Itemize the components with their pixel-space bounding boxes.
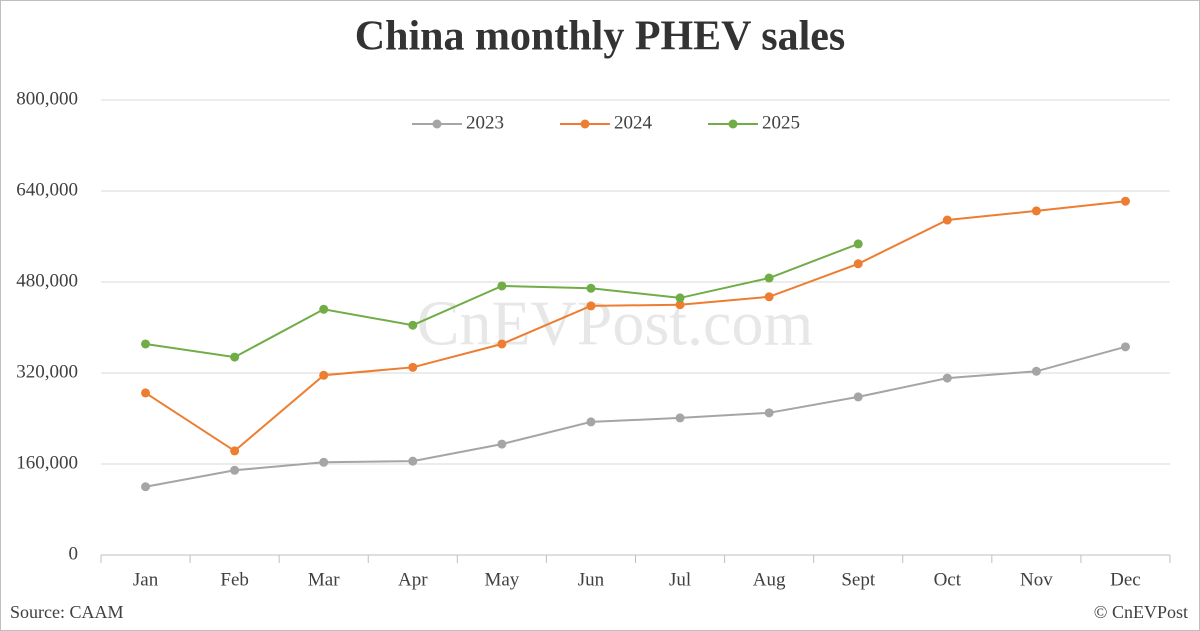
legend-label: 2023: [466, 112, 504, 133]
credit: © CnEVPost: [1094, 602, 1188, 622]
point: [586, 301, 596, 311]
point: [1031, 206, 1041, 216]
point: [853, 392, 863, 402]
y-tick-label: 800,000: [16, 88, 78, 109]
x-tick-label: May: [484, 569, 519, 590]
y-tick-label: 320,000: [16, 361, 78, 382]
chart-title: China monthly PHEV sales: [355, 14, 846, 60]
legend-marker: [432, 119, 442, 129]
y-tick-label: 160,000: [16, 452, 78, 473]
source: Source: CAAM: [10, 602, 124, 622]
point: [764, 292, 774, 302]
x-tick-label: Dec: [1110, 569, 1141, 590]
point: [1120, 196, 1130, 206]
y-tick-label: 640,000: [16, 179, 78, 200]
series-line: [144, 200, 1126, 453]
point: [675, 413, 685, 423]
point: [319, 457, 329, 467]
x-tick-label: Jul: [669, 569, 691, 590]
x-tick-label: Oct: [934, 569, 962, 590]
point: [319, 304, 329, 314]
point: [497, 439, 507, 449]
x-tick-label: Apr: [398, 569, 428, 590]
legend-label: 2025: [762, 112, 800, 133]
point: [675, 300, 685, 310]
point: [319, 370, 329, 380]
point: [141, 388, 151, 398]
point: [1120, 342, 1130, 352]
x-tick-label: Nov: [1020, 569, 1053, 590]
point: [942, 215, 952, 225]
point: [230, 352, 240, 362]
point: [408, 362, 418, 372]
legend-label: 2024: [614, 112, 653, 133]
series-line: [145, 345, 1126, 488]
point: [408, 320, 418, 330]
y-tick-label: 0: [69, 543, 79, 564]
point: [764, 273, 774, 283]
point: [853, 259, 863, 269]
x-tick-label: Jan: [133, 569, 159, 590]
point: [141, 339, 151, 349]
point: [497, 281, 507, 291]
x-tick-label: Sept: [841, 569, 876, 590]
point: [586, 283, 596, 293]
y-tick-label: 480,000: [16, 270, 78, 291]
point: [675, 293, 685, 303]
point: [764, 408, 774, 418]
legend-marker: [580, 119, 590, 129]
point: [141, 482, 151, 492]
x-tick-label: Feb: [220, 569, 249, 590]
point: [230, 465, 240, 475]
x-tick-label: Mar: [308, 569, 340, 590]
point: [586, 417, 596, 427]
point: [1031, 366, 1041, 376]
point: [853, 239, 863, 249]
legend-marker: [728, 119, 738, 129]
point: [230, 446, 240, 456]
point: [942, 373, 952, 383]
x-tick-label: Aug: [753, 569, 786, 590]
point: [408, 456, 418, 466]
point: [497, 339, 507, 349]
x-tick-label: Jun: [578, 569, 605, 590]
